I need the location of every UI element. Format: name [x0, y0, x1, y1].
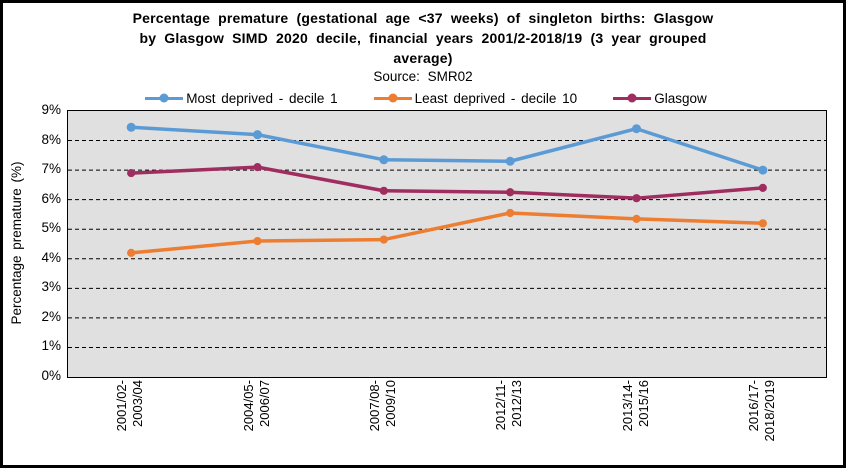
- legend-line-marker-icon: [145, 93, 184, 103]
- y-tick-label: 6%: [41, 190, 61, 206]
- data-point-marker: [758, 165, 768, 175]
- x-tick-label: 2012/11- 2012/13: [493, 380, 524, 431]
- data-point-marker: [253, 236, 262, 246]
- series-line-2: [129, 211, 765, 255]
- legend-dot-icon: [627, 93, 637, 103]
- chart-title-line-2: by Glasgow SIMD 2020 decile, financial y…: [139, 30, 707, 46]
- legend-item-1: Most deprived - decile 1: [145, 90, 338, 106]
- chart-title: Percentage premature (gestational age <3…: [3, 8, 843, 85]
- series-line-1: [129, 125, 765, 172]
- data-point-marker: [253, 130, 262, 140]
- legend-label: Least deprived - decile 10: [414, 90, 578, 106]
- y-tick-label: 0%: [41, 368, 61, 383]
- data-point-marker: [379, 235, 388, 244]
- data-point-marker: [505, 156, 515, 166]
- data-point-marker: [127, 248, 136, 257]
- data-point-marker: [632, 214, 641, 223]
- x-tick-label: 2016/17- 2018/2019: [745, 380, 777, 442]
- chart-legend: Most deprived - decile 1 Least deprived -…: [47, 89, 805, 107]
- legend-dot-icon: [159, 93, 169, 103]
- y-tick-label: 7%: [41, 161, 61, 177]
- data-point-marker: [758, 183, 767, 192]
- x-tick-label: 2004/05- 2006/07: [240, 380, 272, 432]
- chart-canvas: [68, 122, 826, 348]
- y-tick-label: 9%: [41, 102, 61, 117]
- y-tick-label: 2%: [41, 308, 61, 324]
- data-point-marker: [126, 122, 136, 132]
- legend-label: Most deprived - decile 1: [186, 90, 338, 106]
- y-tick-label: 4%: [41, 249, 61, 265]
- legend-item-3: Glasgow: [613, 91, 707, 106]
- data-point-marker: [632, 194, 641, 203]
- data-point-marker: [506, 188, 515, 197]
- y-tick-label: 1%: [41, 338, 61, 354]
- data-point-marker: [758, 219, 767, 228]
- y-tick-label: 5%: [41, 220, 61, 236]
- data-point-marker: [127, 168, 136, 178]
- x-tick-label: 2013/14- 2015/16: [619, 380, 651, 432]
- legend-item-2: Least deprived - decile 10: [373, 90, 578, 106]
- data-point-marker: [253, 163, 262, 172]
- y-tick-label: 8%: [41, 131, 61, 147]
- series-line-3: [129, 165, 765, 200]
- x-tick-label: 2007/08- 2009/10: [366, 380, 398, 432]
- source-label: Source: SMR02: [373, 69, 473, 84]
- legend-line-marker-icon: [373, 93, 412, 103]
- legend-line-marker-icon: [613, 93, 652, 103]
- chart-title-line-3: average): [393, 50, 453, 66]
- data-point-marker: [506, 208, 515, 218]
- data-point-marker: [632, 124, 641, 134]
- legend-dot-icon: [388, 93, 398, 103]
- data-point-marker: [379, 186, 388, 195]
- data-point-marker: [379, 155, 389, 165]
- plot-area: [67, 110, 827, 378]
- x-tick-label: 2001/02- 2003/04: [114, 380, 145, 432]
- chart-title-line-1: Percentage premature (gestational age <3…: [132, 10, 714, 26]
- y-tick-label: 3%: [41, 279, 61, 295]
- legend-label: Glasgow: [654, 90, 707, 106]
